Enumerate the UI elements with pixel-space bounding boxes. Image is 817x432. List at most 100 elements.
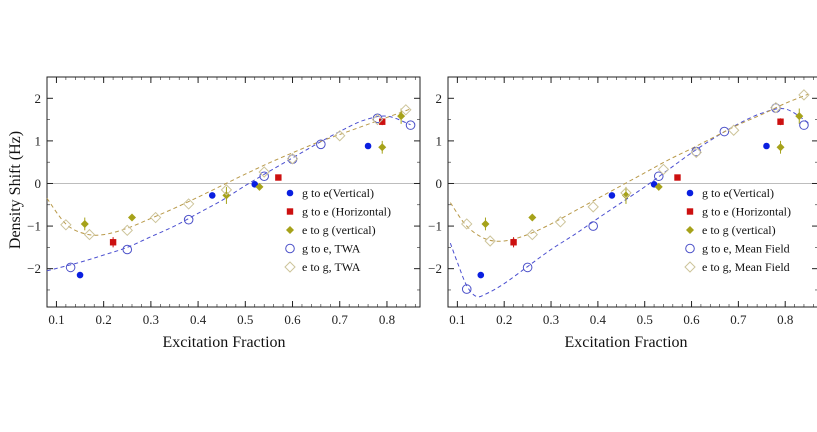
y-tick-label: 2 [35, 91, 42, 106]
plot-frame [46, 76, 421, 308]
x-tick-label: 0.5 [637, 312, 653, 327]
x-tick-label: 0.1 [48, 312, 64, 327]
plot-frame [447, 76, 817, 308]
x-tick-label: 0.5 [237, 312, 253, 327]
series-0 [477, 142, 770, 279]
data-point [182, 198, 195, 210]
legend-marker [686, 208, 694, 215]
data-point [588, 221, 598, 231]
data-point [608, 192, 616, 199]
x-tick-label: 0.2 [96, 312, 112, 327]
data-point [76, 271, 84, 279]
data-point [255, 182, 264, 191]
data-point [258, 166, 270, 178]
legend-marker [286, 208, 294, 215]
data-point [183, 214, 194, 225]
legend-entry: g to e(Vertical) [302, 186, 374, 200]
data-point [674, 174, 681, 181]
legend-entry: g to e, Mean Field [702, 242, 790, 256]
data-point [286, 153, 299, 165]
series-4 [60, 104, 412, 241]
y-tick-label: −2 [428, 261, 442, 276]
legend: g to e(Vertical) g to e (Horizontal) e to … [284, 186, 391, 274]
legend: g to e(Vertical) g to e (Horizontal) e to … [684, 186, 791, 274]
data-point [763, 142, 770, 150]
data-point [127, 213, 136, 222]
data-point [477, 271, 485, 279]
legend-marker [284, 261, 296, 273]
data-point [208, 192, 216, 199]
x-tick-label: 0.6 [683, 312, 700, 327]
data-point [522, 262, 533, 273]
y-tick-label: −2 [27, 261, 41, 276]
x-tick-label: 0.3 [543, 312, 559, 327]
x-tick-label: 0.7 [730, 312, 747, 327]
data-point [690, 146, 702, 159]
y-tick-label: 1 [436, 133, 443, 148]
data-point [727, 124, 740, 136]
data-point [461, 284, 472, 294]
fit-curve [449, 108, 809, 298]
fit-curve [46, 108, 411, 236]
data-point [275, 174, 282, 181]
data-point [654, 182, 663, 191]
legend-marker [285, 243, 295, 254]
data-point [405, 120, 416, 130]
left-panel: 0.1 0.2 0.3 0.4 0.5 0.6 0.7 0.8 −2 −1 0 1 2 g to e(Ve… [27, 76, 421, 327]
data-point [799, 120, 809, 130]
legend-entry: g to e(Vertical) [702, 186, 774, 200]
data-point [777, 118, 784, 125]
data-point [371, 113, 384, 126]
data-point [795, 112, 804, 121]
data-point [620, 187, 632, 199]
fit-curve [46, 115, 411, 272]
legend-marker [286, 226, 294, 234]
x-tick-label: 0.8 [379, 312, 395, 327]
legend-entry: g to e (Horizontal) [702, 205, 791, 219]
legend-marker [286, 189, 294, 197]
y-tick-label: 2 [436, 91, 443, 106]
data-point [334, 130, 346, 142]
data-point [379, 118, 386, 125]
data-point [798, 89, 810, 101]
y-tick-label: −1 [27, 219, 41, 234]
data-point [719, 126, 730, 137]
data-point [80, 219, 89, 228]
legend-entry: g to e (Horizontal) [302, 205, 391, 219]
legend-entry: e to g (vertical) [302, 223, 376, 237]
x-tick-label: 0.6 [284, 312, 301, 327]
legend-entry: e to g, TWA [302, 260, 361, 274]
data-point [770, 101, 782, 114]
right-panel: 0.1 0.2 0.3 0.4 0.5 0.6 0.7 0.8 −2 −1 0 1 2 g to e(Ve… [428, 76, 817, 327]
data-point [481, 219, 490, 228]
x-tick-label: 0.8 [777, 312, 793, 327]
data-point [60, 219, 72, 231]
data-point [510, 239, 517, 246]
data-point [149, 211, 162, 224]
data-point [484, 235, 496, 247]
legend-marker [685, 243, 695, 254]
series-1 [510, 118, 784, 248]
x-tick-label: 0.1 [449, 312, 465, 327]
data-point [65, 262, 76, 273]
data-point [554, 216, 567, 228]
data-point [121, 224, 133, 237]
x-tick-label: 0.4 [590, 312, 607, 327]
legend-marker [684, 261, 696, 273]
data-point [400, 104, 412, 116]
data-point [526, 228, 539, 241]
x-tick-label: 0.2 [496, 312, 512, 327]
series-4 [461, 89, 810, 247]
legend-marker [686, 189, 694, 197]
x-tick-label: 0.7 [332, 312, 349, 327]
data-point [220, 184, 233, 196]
left-x-axis-title: Excitation Fraction [162, 334, 285, 351]
data-point [776, 143, 785, 152]
y-tick-label: 0 [436, 176, 443, 191]
data-point [378, 143, 387, 152]
fit-curve [449, 93, 809, 242]
data-point [461, 218, 473, 230]
data-point [122, 244, 133, 255]
data-point [657, 163, 670, 176]
